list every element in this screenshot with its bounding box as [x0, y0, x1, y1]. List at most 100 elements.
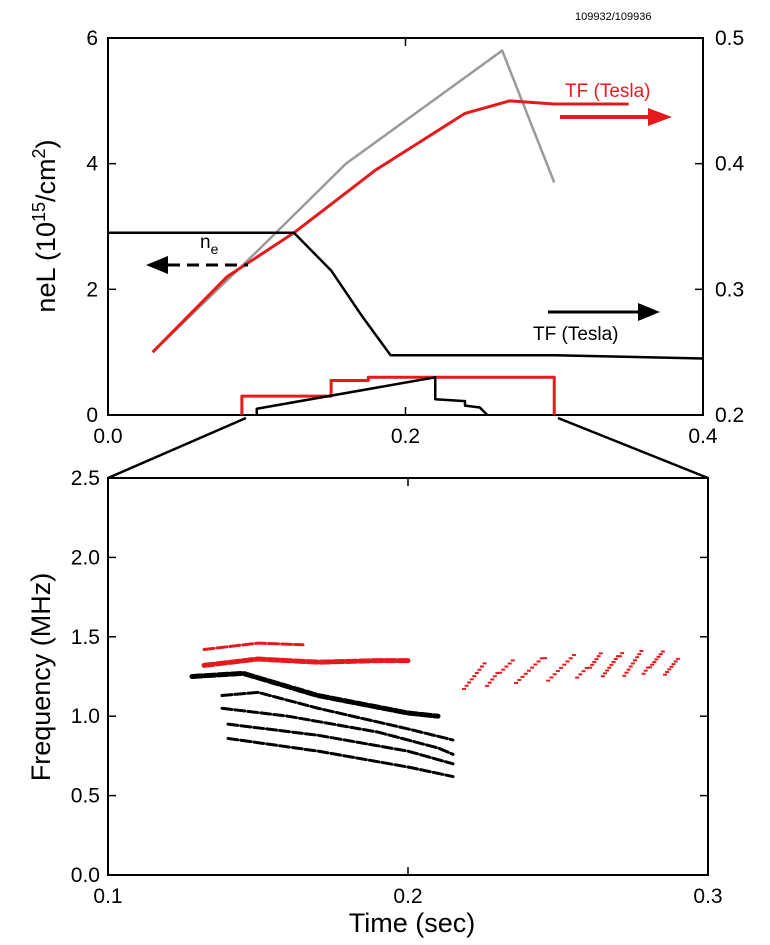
bottom-mode-point-2	[568, 657, 573, 660]
bottom-mode-point-2	[671, 663, 676, 666]
top-y-axis-title: neL (1015/cm2)	[29, 139, 61, 312]
bottom-mode-point-2	[648, 666, 652, 669]
tf-black-label: TF (Tesla)	[533, 324, 619, 345]
bottom-mode-point-2	[626, 668, 631, 671]
bottom-mode-point-2	[609, 663, 614, 666]
bottom-x-tick-label: 0.3	[693, 885, 722, 908]
bottom-mode-point-2	[510, 659, 515, 662]
bottom-mode-point-2	[517, 678, 522, 681]
bottom-mode-point-2	[603, 672, 607, 675]
bottom-mode-point-2	[620, 652, 625, 655]
bottom-mode-point-2	[543, 657, 547, 660]
bottom-mode-point-2	[504, 665, 509, 668]
top-series-line-1	[151, 99, 629, 354]
tf-black-arrow	[548, 303, 660, 321]
zoom-connector-left	[107, 416, 247, 480]
top-series-line-3	[240, 375, 556, 415]
top-y-left-tick-label: 4	[86, 153, 98, 176]
bottom-y-tick-label: 0.5	[71, 785, 100, 808]
bottom-mode-point-2	[615, 655, 620, 658]
bottom-mode-point-2	[462, 687, 466, 690]
bottom-y-tick-label: 1.5	[71, 626, 100, 649]
bottom-mode-point-2	[656, 655, 661, 658]
bottom-mode-point-2	[555, 670, 560, 673]
bottom-mode-band-6	[226, 722, 455, 766]
bottom-ticks: 0.1 0.2 0.3 0.0 0.5 1.0 1.5 2.0 2.5	[71, 467, 723, 908]
bottom-mode-point-2	[474, 671, 479, 674]
bottom-mode-point-2	[464, 684, 469, 687]
bottom-mode-band-0	[201, 656, 411, 668]
tf-red-label: TF (Tesla)	[565, 81, 651, 102]
bottom-x-axis-title: Time (sec)	[349, 908, 476, 938]
top-x-tick-label: 0.2	[391, 425, 420, 448]
bottom-mode-point-2	[498, 671, 502, 674]
bottom-mode-point-2	[667, 668, 672, 671]
bottom-mode-point-2	[654, 658, 659, 661]
bottom-mode-point-2	[472, 675, 477, 678]
top-y-right-tick-label: 0.5	[715, 27, 744, 50]
bottom-mode-point-2	[611, 660, 616, 663]
bottom-mode-point-2	[477, 668, 482, 671]
bottom-mode-point-2	[637, 653, 642, 656]
bottom-mode-point-2	[492, 675, 497, 678]
bottom-mode-point-2	[539, 657, 544, 660]
bottom-mode-point-2	[605, 669, 610, 672]
bottom-mode-point-2	[643, 669, 648, 672]
bottom-mode-point-2	[578, 673, 583, 676]
top-series-group	[108, 49, 704, 416]
top-series-line-4	[255, 376, 489, 416]
bottom-mode-band-4	[220, 690, 455, 742]
bottom-mode-point-2	[562, 663, 567, 666]
top-y-right-tick-label: 0.4	[715, 153, 745, 176]
bottom-mode-point-2	[480, 665, 484, 668]
bottom-panel: 0.1 0.2 0.3 0.0 0.5 1.0 1.5 2.0 2.5 Time (sec) F…	[26, 467, 723, 938]
bottom-mode-point-2	[624, 671, 629, 674]
bottom-mode-band-5	[220, 706, 455, 756]
zoom-connector-right	[557, 416, 709, 480]
bottom-mode-point-2	[665, 671, 670, 674]
bottom-mode-point-2	[613, 658, 618, 661]
bottom-mode-point-2	[571, 654, 576, 657]
bottom-mode-point-2	[650, 663, 655, 666]
bottom-y-tick-label: 2.0	[71, 546, 100, 569]
bottom-mode-point-2	[607, 666, 612, 669]
ne-arrow	[146, 256, 248, 274]
bottom-mode-point-2	[575, 676, 580, 679]
bottom-y-tick-label: 2.5	[71, 467, 100, 490]
bottom-mode-point-2	[507, 662, 512, 665]
ne-label: ne	[200, 232, 219, 257]
bottom-y-tick-label: 0.0	[71, 864, 100, 887]
bottom-mode-point-2	[530, 666, 535, 669]
bottom-mode-point-2	[639, 650, 644, 653]
bottom-mode-point-2	[514, 682, 519, 685]
bottom-mode-point-2	[630, 662, 635, 665]
bottom-mode-point-2	[533, 663, 538, 666]
bottom-mode-point-2	[526, 669, 531, 672]
bottom-mode-point-2	[663, 673, 667, 676]
bottom-mode-point-2	[495, 672, 500, 675]
bottom-mode-point-2	[590, 663, 595, 666]
bottom-mode-point-2	[581, 670, 586, 673]
bottom-mode-point-2	[487, 681, 492, 684]
tf-red-arrow	[560, 108, 672, 126]
bottom-mode-point-2	[588, 666, 592, 669]
bottom-mode-point-2	[549, 676, 554, 679]
top-series-line-0	[151, 49, 556, 354]
top-x-tick-label: 0.0	[93, 425, 122, 448]
bottom-mode-point-2	[635, 656, 640, 659]
bottom-y-tick-label: 1.0	[71, 705, 100, 728]
bottom-mode-point-2	[559, 666, 564, 669]
bottom-mode-point-2	[490, 678, 495, 681]
shot-id-label: 109932/109936	[575, 11, 651, 23]
bottom-mode-point-2	[652, 661, 657, 664]
bottom-mode-band-7	[226, 736, 455, 779]
bottom-mode-point-2	[546, 679, 551, 682]
top-y-left-tick-label: 2	[86, 278, 98, 301]
bottom-mode-point-2	[658, 653, 663, 656]
bottom-mode-point-2	[633, 659, 637, 662]
bottom-mode-point-2	[645, 666, 650, 669]
bottom-mode-point-2	[628, 665, 633, 668]
